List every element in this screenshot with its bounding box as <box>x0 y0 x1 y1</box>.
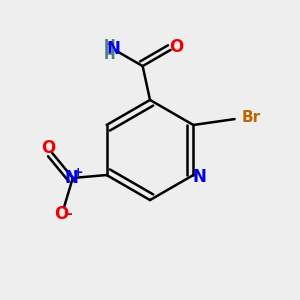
Text: N: N <box>193 167 207 185</box>
Text: N: N <box>106 40 120 58</box>
Text: Br: Br <box>242 110 261 125</box>
Text: O: O <box>54 205 68 223</box>
Text: H: H <box>103 48 115 62</box>
Text: N: N <box>64 169 78 187</box>
Text: O: O <box>169 38 184 56</box>
Text: H: H <box>103 38 115 52</box>
Text: +: + <box>73 166 83 179</box>
Text: O: O <box>40 139 55 157</box>
Text: -: - <box>66 207 72 221</box>
